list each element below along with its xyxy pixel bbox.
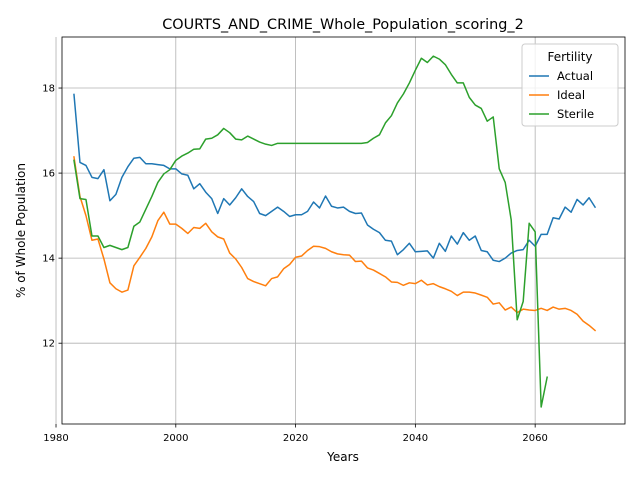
legend-title: Fertility <box>547 50 592 64</box>
y-axis-label: % of Whole Population <box>14 163 28 298</box>
series-line-sterile <box>73 55 549 408</box>
series-line-actual <box>73 93 597 263</box>
x-tick-label: 1980 <box>43 433 68 444</box>
x-tick-label: 2000 <box>163 433 188 444</box>
legend-label-actual: Actual <box>557 69 593 83</box>
series-line-ideal <box>73 156 597 332</box>
grid-lines <box>55 37 625 424</box>
series-layer <box>73 55 597 408</box>
legend-box <box>521 43 619 127</box>
plot-frame <box>61 36 626 425</box>
chart-title: COURTS_AND_CRIME_Whole_Population_scorin… <box>162 17 524 33</box>
y-tick-label: 16 <box>42 169 55 180</box>
x-tick-label: 2020 <box>283 433 308 444</box>
y-axis: 12 14 16 18 <box>42 84 62 350</box>
legend: Fertility Actual Ideal Sterile <box>521 43 619 127</box>
legend-entries: Actual Ideal Sterile <box>529 69 594 121</box>
y-tick-label: 12 <box>42 339 55 350</box>
x-axis-label: Years <box>326 450 359 464</box>
y-tick-label: 14 <box>42 254 55 265</box>
legend-label-sterile: Sterile <box>557 107 594 121</box>
x-tick-label: 2040 <box>403 433 428 444</box>
x-axis: 1980 2000 2020 2040 2060 <box>43 424 548 444</box>
legend-label-ideal: Ideal <box>557 88 585 102</box>
y-tick-label: 18 <box>42 84 55 95</box>
x-tick-label: 2060 <box>522 433 547 444</box>
